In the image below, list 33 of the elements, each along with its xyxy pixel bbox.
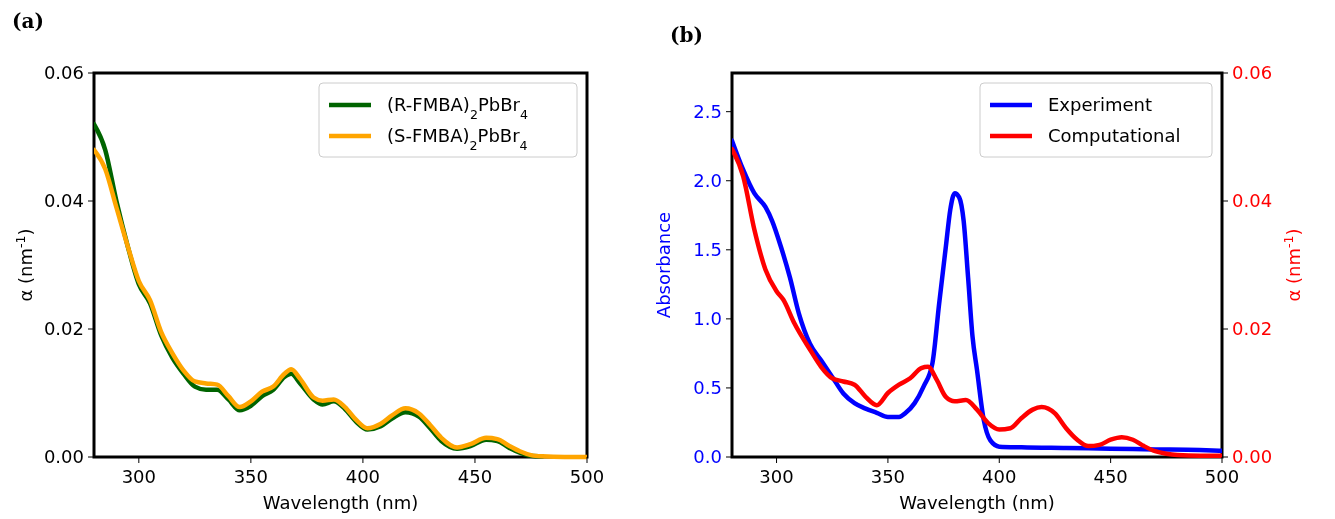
y-tick-label: 2.5 <box>693 100 722 122</box>
y-tick-label: 0.06 <box>43 62 84 84</box>
legend-label: (R-FMBA)$_{2}$PbBr$_{4}$ <box>387 94 528 122</box>
chart-title: (a) <box>12 9 44 33</box>
legend-label: Computational <box>1048 125 1181 147</box>
y-tick-label: 1.0 <box>693 308 722 330</box>
y-tick-label: 0.0 <box>693 446 722 468</box>
x-tick-label: 450 <box>457 466 493 487</box>
x-tick-label: 450 <box>1093 466 1128 487</box>
x-axis-title: Wavelength (nm) <box>899 492 1055 513</box>
y2-tick-label: 0.04 <box>1232 190 1273 212</box>
y-tick-label: 0.04 <box>43 190 84 212</box>
x-tick-label: 500 <box>569 466 605 487</box>
x-tick-label: 300 <box>759 466 794 487</box>
x-tick-label: 400 <box>345 466 381 487</box>
y-tick-label: 0.00 <box>43 446 84 468</box>
legend-label: Experiment <box>1048 94 1153 116</box>
x-tick-label: 500 <box>1204 466 1240 487</box>
y2-tick-label: 0.00 <box>1232 446 1273 468</box>
x-tick-label: 350 <box>233 466 269 487</box>
chart-title: (b) <box>670 23 703 47</box>
legend-label: (S-FMBA)$_{2}$PbBr$_{4}$ <box>387 125 528 153</box>
x-axis-title: Wavelength (nm) <box>262 492 419 513</box>
y2-tick-label: 0.06 <box>1232 62 1273 84</box>
y2-tick-label: 0.02 <box>1232 318 1273 340</box>
x-tick-label: 300 <box>121 466 156 487</box>
y-tick-label: 1.5 <box>693 239 722 261</box>
x-tick-label: 350 <box>870 466 906 487</box>
y-axis-title: Absorbance <box>653 211 674 319</box>
y-tick-label: 2.0 <box>693 170 722 192</box>
x-tick-label: 400 <box>982 466 1017 487</box>
y-tick-label: 0.02 <box>43 318 84 340</box>
y-tick-label: 0.5 <box>693 377 722 399</box>
